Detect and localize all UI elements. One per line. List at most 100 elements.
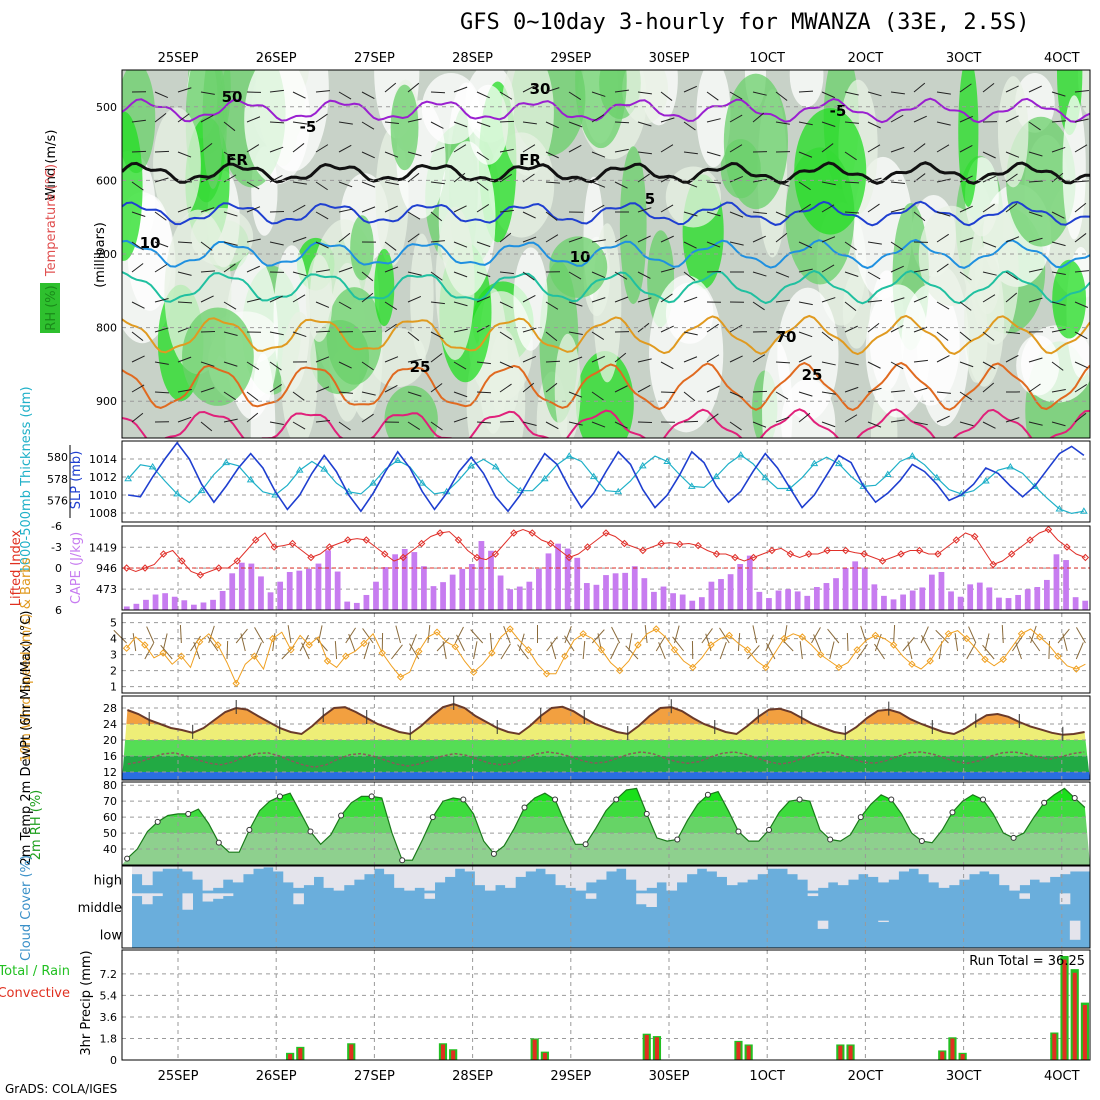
rh-blob bbox=[1062, 95, 1086, 240]
cape-bar bbox=[852, 561, 859, 610]
wind-barb bbox=[867, 300, 882, 303]
date-label-top: 4OCT bbox=[1044, 51, 1080, 66]
cape-bar bbox=[430, 586, 437, 610]
rh-point bbox=[1041, 799, 1048, 806]
wind-barb bbox=[591, 421, 606, 428]
wind-barb bbox=[982, 83, 995, 93]
cloud-cell-high bbox=[696, 866, 708, 869]
pressure-tick: 900 bbox=[96, 395, 117, 408]
wind-barb bbox=[545, 301, 559, 310]
wind-barb bbox=[890, 361, 904, 370]
tick-label: 1012 bbox=[89, 471, 117, 484]
cape-bar bbox=[813, 587, 820, 610]
wind-barb bbox=[936, 211, 951, 217]
wind-barb bbox=[476, 271, 491, 278]
wind-barb bbox=[292, 91, 306, 99]
wind-barb bbox=[867, 387, 882, 393]
wind-barbs bbox=[131, 82, 1089, 432]
cloud-cell-high bbox=[484, 866, 496, 891]
rh-blob bbox=[794, 108, 867, 235]
tick-label: 80 bbox=[103, 779, 117, 792]
wind-speed-line-point bbox=[579, 630, 587, 638]
cape-bar bbox=[1034, 587, 1041, 610]
wind-barb bbox=[637, 207, 652, 213]
cape-bar bbox=[219, 590, 226, 610]
cloud-cell-high bbox=[595, 866, 607, 880]
wind-barb bbox=[363, 641, 370, 660]
wind-barb bbox=[499, 271, 514, 275]
wind-barb bbox=[798, 90, 814, 93]
wind-barb bbox=[798, 268, 813, 273]
wind-barb bbox=[591, 239, 606, 243]
lifted-index-line-point bbox=[178, 557, 186, 565]
cape-bar bbox=[871, 584, 878, 610]
lifted-index-line-point bbox=[712, 550, 721, 558]
wind-barb bbox=[706, 385, 720, 393]
cloud-cell-high bbox=[525, 866, 536, 872]
wind-barb bbox=[430, 271, 443, 281]
wind-barb bbox=[913, 143, 926, 153]
wind-barb bbox=[821, 421, 836, 428]
wind-barb bbox=[1074, 412, 1087, 423]
wind-barb bbox=[407, 271, 422, 276]
temp2m-panel: 12 16 20 24 28 bbox=[103, 696, 1090, 780]
wind-speed-line-point bbox=[323, 657, 332, 665]
cape-bar bbox=[267, 592, 274, 610]
wind-barb bbox=[407, 172, 420, 183]
wind-barb bbox=[1074, 233, 1087, 243]
wind-barb bbox=[890, 114, 904, 123]
rh-point bbox=[124, 855, 131, 862]
lifted-index-line-point bbox=[934, 550, 942, 558]
wind-barb bbox=[384, 181, 399, 186]
cloud-cell-high bbox=[212, 866, 224, 888]
wind-barb bbox=[1074, 118, 1089, 123]
thickness-line-point bbox=[663, 457, 672, 465]
pressure-tick: 600 bbox=[96, 174, 117, 187]
wind-barb bbox=[177, 416, 192, 423]
wind-barb bbox=[637, 235, 651, 243]
wind-barb bbox=[982, 382, 995, 393]
wind-barb bbox=[489, 633, 493, 652]
date-label-top: 30SEP bbox=[649, 51, 690, 66]
cloud-cell-high bbox=[424, 866, 436, 891]
wind-barb bbox=[200, 387, 215, 393]
wind-barb bbox=[395, 625, 402, 644]
cloud-cell-high bbox=[555, 866, 567, 886]
wind-barb bbox=[827, 628, 840, 644]
wind-barb bbox=[384, 266, 399, 273]
wind-barb bbox=[499, 148, 514, 153]
wind-barb bbox=[160, 644, 173, 660]
cape-bar bbox=[143, 599, 149, 610]
wind-barb bbox=[545, 234, 559, 243]
wind-barb bbox=[959, 361, 974, 368]
wind-barb bbox=[269, 146, 284, 153]
wind-barb bbox=[503, 626, 511, 644]
wind-barb bbox=[470, 629, 484, 644]
cape-bar bbox=[200, 602, 207, 610]
wind-barb bbox=[591, 271, 606, 279]
wind-barb bbox=[737, 633, 741, 652]
wind-barb bbox=[384, 151, 399, 158]
cloud-cell-middle bbox=[807, 893, 819, 897]
rh-blob bbox=[410, 233, 434, 360]
lifted-index-line-point bbox=[694, 541, 702, 550]
cloud-cell-high bbox=[384, 866, 395, 875]
wind-barb bbox=[959, 205, 973, 213]
precip-tick: 5.4 bbox=[100, 989, 118, 1002]
wind-barb bbox=[1028, 85, 1042, 93]
lifted-index-line-point bbox=[657, 539, 666, 548]
precip-convective-bar bbox=[1052, 1033, 1057, 1060]
cloud-cell-high bbox=[777, 866, 788, 869]
wind-barb bbox=[1030, 625, 1037, 644]
wind-barb bbox=[407, 391, 422, 397]
wind-barb bbox=[798, 121, 813, 126]
wind-barb bbox=[338, 301, 352, 310]
panel-frame bbox=[121, 781, 1091, 866]
thickness-line-point bbox=[761, 473, 770, 481]
wind-barb bbox=[338, 91, 352, 100]
wind-barb bbox=[522, 211, 536, 219]
cape-bar bbox=[152, 594, 159, 610]
wind-barb bbox=[131, 181, 144, 191]
wind-barb bbox=[522, 144, 536, 153]
wind-barb bbox=[920, 626, 929, 644]
